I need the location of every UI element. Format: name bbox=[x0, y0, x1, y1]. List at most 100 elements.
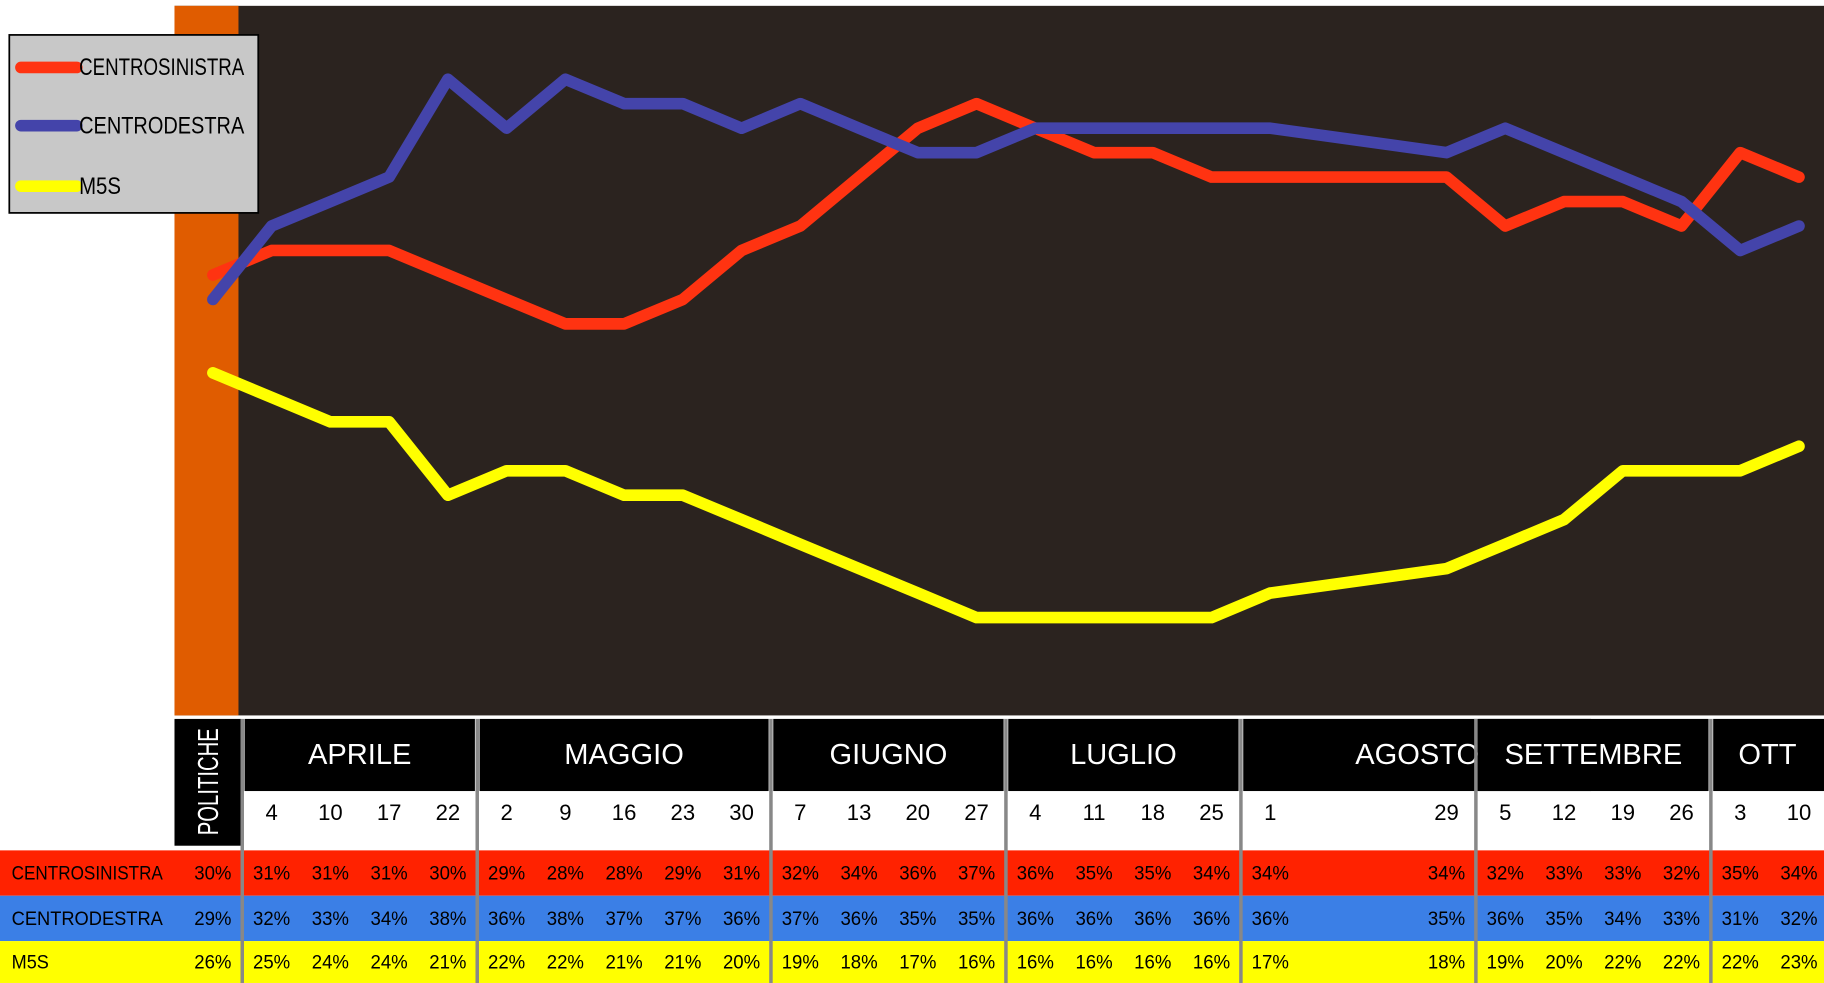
value-label: 20% bbox=[1545, 951, 1582, 973]
plot-area bbox=[174, 5, 1824, 716]
value-label: 33% bbox=[1545, 862, 1582, 884]
value-label: 31% bbox=[1722, 908, 1759, 930]
value-label: 29% bbox=[488, 862, 525, 884]
value-label: 22% bbox=[488, 951, 525, 973]
separator bbox=[1004, 718, 1008, 983]
x-tick-label: 12 bbox=[1552, 800, 1577, 825]
value-label: 31% bbox=[253, 862, 290, 884]
value-label: 37% bbox=[605, 908, 642, 930]
value-label: 16% bbox=[1075, 951, 1112, 973]
value-label: 17% bbox=[1252, 951, 1289, 973]
month-cell bbox=[773, 718, 1004, 792]
month-cell bbox=[1713, 718, 1824, 792]
x-tick-label: 9 bbox=[559, 800, 571, 825]
value-label: 18% bbox=[840, 951, 877, 973]
x-tick-label: 4 bbox=[265, 800, 277, 825]
value-label: 37% bbox=[958, 862, 995, 884]
series-line bbox=[207, 367, 1805, 624]
value-label: 28% bbox=[547, 862, 584, 884]
value-label: 35% bbox=[1545, 908, 1582, 930]
value-label: 34% bbox=[1193, 862, 1230, 884]
value-label: 36% bbox=[723, 908, 760, 930]
value-label: 17% bbox=[899, 951, 936, 973]
separator bbox=[1239, 718, 1243, 983]
row-band bbox=[0, 941, 1824, 983]
value-label: 35% bbox=[1428, 908, 1465, 930]
value-label: 24% bbox=[312, 951, 349, 973]
x-tick-label: 4 bbox=[1029, 800, 1041, 825]
value-label: 34% bbox=[1780, 862, 1817, 884]
legend-label: CENTRODESTRA bbox=[79, 112, 245, 139]
x-tick-label: 23 bbox=[671, 800, 696, 825]
value-label: 36% bbox=[1252, 908, 1289, 930]
value-label: 21% bbox=[429, 951, 466, 973]
value-label: 37% bbox=[782, 908, 819, 930]
x-tick-label: 7 bbox=[794, 800, 806, 825]
value-label: 32% bbox=[782, 862, 819, 884]
month-label: OTT bbox=[1738, 739, 1796, 771]
x-tick-label: 11 bbox=[1083, 800, 1106, 825]
value-label: 36% bbox=[1075, 908, 1112, 930]
value-label: 32% bbox=[1663, 862, 1700, 884]
separator bbox=[240, 718, 244, 983]
lines bbox=[207, 73, 1805, 624]
x-tick-label: 26 bbox=[1669, 800, 1694, 825]
value-label: 32% bbox=[1780, 908, 1817, 930]
value-label: 31% bbox=[723, 862, 760, 884]
x-tick-label: 5 bbox=[1499, 800, 1511, 825]
value-label: 36% bbox=[1017, 908, 1054, 930]
value-label: 38% bbox=[547, 908, 584, 930]
value-label: 30% bbox=[429, 862, 466, 884]
value-label: 18% bbox=[1428, 951, 1465, 973]
value-label: 35% bbox=[899, 908, 936, 930]
value-label: 22% bbox=[547, 951, 584, 973]
value-label: 34% bbox=[1252, 862, 1289, 884]
value-label: 35% bbox=[1075, 862, 1112, 884]
row-band bbox=[0, 850, 1824, 896]
x-tick-label: 17 bbox=[377, 800, 402, 825]
x-tick-label: 10 bbox=[318, 800, 343, 825]
month-label: SETTEMBRE bbox=[1505, 739, 1683, 771]
x-tick-label: 1 bbox=[1264, 800, 1276, 825]
x-tick-label: 29 bbox=[1434, 800, 1459, 825]
value-label: 36% bbox=[1017, 862, 1054, 884]
series-line bbox=[207, 97, 1805, 330]
month-cell bbox=[244, 718, 475, 792]
value-label: 25% bbox=[253, 951, 290, 973]
value-label: 22% bbox=[1604, 951, 1641, 973]
legend-label: M5S bbox=[79, 173, 121, 200]
value-label: 34% bbox=[840, 862, 877, 884]
value-label: 36% bbox=[488, 908, 525, 930]
separator bbox=[769, 718, 773, 983]
x-tick-label: 19 bbox=[1610, 800, 1635, 825]
month-label: LUGLIO bbox=[1070, 739, 1177, 771]
value-label: 19% bbox=[782, 951, 819, 973]
row-label: CENTROSINISTRA bbox=[12, 862, 164, 884]
x-tick-label: 30 bbox=[729, 800, 754, 825]
x-tick-label: 22 bbox=[436, 800, 461, 825]
table: CENTROSINISTRA 30% 31% 31% 31% 30% 29% 28% 28% 29… bbox=[0, 718, 1824, 983]
value-label: 33% bbox=[312, 908, 349, 930]
x-tick-label: 3 bbox=[1734, 800, 1746, 825]
value-label: 36% bbox=[840, 908, 877, 930]
value-label: 28% bbox=[605, 862, 642, 884]
value-label: 19% bbox=[1487, 951, 1524, 973]
row-label: CENTRODESTRA bbox=[12, 908, 164, 930]
x-tick-label: 2 bbox=[500, 800, 512, 825]
x-tick-label: 10 bbox=[1787, 800, 1812, 825]
value-label: 36% bbox=[1193, 908, 1230, 930]
value-label: 24% bbox=[371, 951, 408, 973]
value-label: 31% bbox=[371, 862, 408, 884]
value-label: 35% bbox=[1722, 862, 1759, 884]
value-label: 31% bbox=[312, 862, 349, 884]
value-label: 22% bbox=[1722, 951, 1759, 973]
row-label: M5S bbox=[12, 951, 49, 973]
value-label: 21% bbox=[605, 951, 642, 973]
value-label: 16% bbox=[1134, 951, 1171, 973]
month-cell bbox=[1008, 718, 1239, 792]
header-cell bbox=[174, 718, 241, 846]
x-tick-label: 20 bbox=[906, 800, 931, 825]
series-line bbox=[207, 73, 1805, 306]
separator bbox=[475, 718, 479, 983]
